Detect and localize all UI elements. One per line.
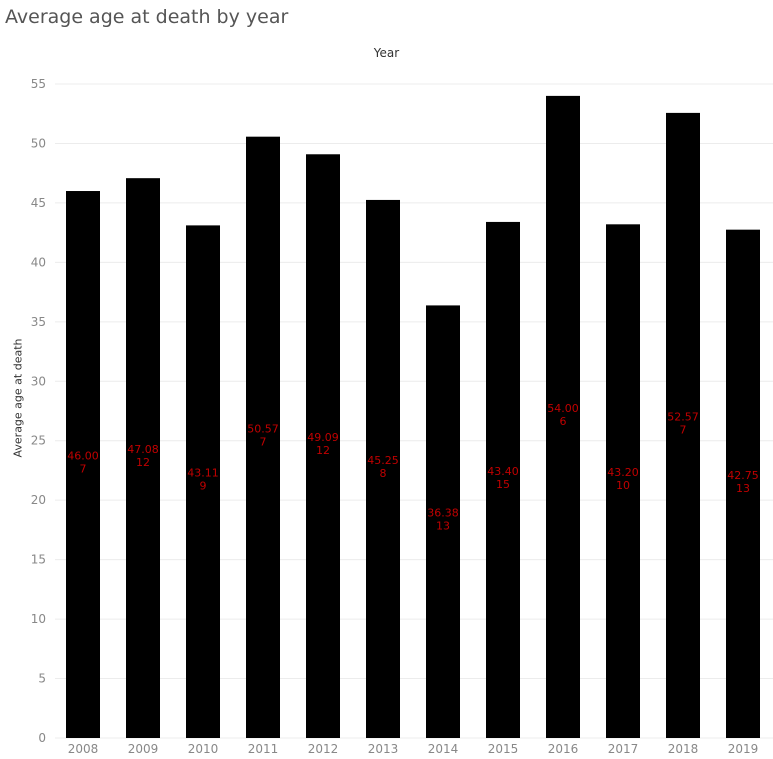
value-label: 50.57 [247, 422, 279, 435]
bar-2010 [186, 225, 220, 738]
bar-2018 [666, 112, 700, 739]
y-tick-label: 40 [31, 255, 46, 269]
y-tick-label: 15 [31, 553, 46, 567]
y-tick-label: 30 [31, 374, 46, 388]
count-label: 9 [200, 480, 207, 493]
value-label: 36.38 [427, 507, 459, 520]
count-label: 7 [80, 463, 87, 476]
bar-2013 [366, 199, 400, 738]
bar-2015 [486, 221, 520, 738]
value-label: 43.20 [607, 466, 639, 479]
count-label: 12 [136, 456, 150, 469]
bars [66, 95, 760, 739]
value-label: 43.40 [487, 465, 519, 478]
count-label: 12 [316, 444, 330, 457]
x-tick-label: 2015 [488, 742, 519, 756]
chart-title: Average age at death by year [5, 6, 289, 28]
y-tick-label: 55 [31, 77, 46, 91]
bar-2017 [606, 224, 640, 738]
value-label: 54.00 [547, 402, 579, 415]
value-label: 42.75 [727, 469, 759, 482]
bar-2009 [126, 178, 160, 738]
x-tick-label: 2017 [608, 742, 639, 756]
x-axis-header: Year [373, 46, 400, 60]
bar-2016 [546, 95, 580, 738]
x-tick-label: 2010 [188, 742, 219, 756]
x-tick-label: 2008 [68, 742, 99, 756]
x-tick-label: 2016 [548, 742, 579, 756]
y-tick-label: 50 [31, 136, 46, 150]
y-tick-label: 45 [31, 196, 46, 210]
count-label: 13 [436, 520, 450, 533]
count-label: 10 [616, 479, 630, 492]
x-tick-label: 2018 [668, 742, 699, 756]
x-tick-label: 2014 [428, 742, 459, 756]
value-label: 49.09 [307, 431, 339, 444]
value-label: 45.25 [367, 454, 399, 467]
bar-2008 [66, 191, 100, 738]
count-label: 8 [380, 467, 387, 480]
value-label: 52.57 [667, 410, 699, 423]
value-label: 46.00 [67, 450, 99, 463]
y-tick-label: 10 [31, 612, 46, 626]
y-axis-ticks: 0 5 10 15 20 25 30 35 40 45 50 55 [31, 77, 46, 745]
gridlines [55, 83, 773, 739]
y-tick-label: 5 [38, 672, 46, 686]
count-label: 7 [260, 435, 267, 448]
x-tick-label: 2012 [308, 742, 339, 756]
value-label: 43.11 [187, 467, 219, 480]
bar-2014 [426, 305, 460, 738]
count-label: 7 [680, 423, 687, 436]
bar-2011 [246, 136, 280, 738]
x-tick-label: 2013 [368, 742, 399, 756]
x-tick-label: 2009 [128, 742, 159, 756]
x-axis-ticks: 2008 2009 2010 2011 2012 2013 2014 2015 2016 2017… [68, 742, 759, 756]
x-tick-label: 2019 [728, 742, 759, 756]
count-label: 13 [736, 482, 750, 495]
y-tick-label: 35 [31, 315, 46, 329]
x-tick-label: 2011 [248, 742, 279, 756]
value-label: 47.08 [127, 443, 159, 456]
y-tick-label: 25 [31, 434, 46, 448]
bar-2019 [726, 229, 760, 738]
y-tick-label: 0 [38, 731, 46, 745]
count-label: 6 [560, 415, 567, 428]
y-tick-label: 20 [31, 493, 46, 507]
bar-2012 [306, 154, 340, 738]
count-label: 15 [496, 478, 510, 491]
